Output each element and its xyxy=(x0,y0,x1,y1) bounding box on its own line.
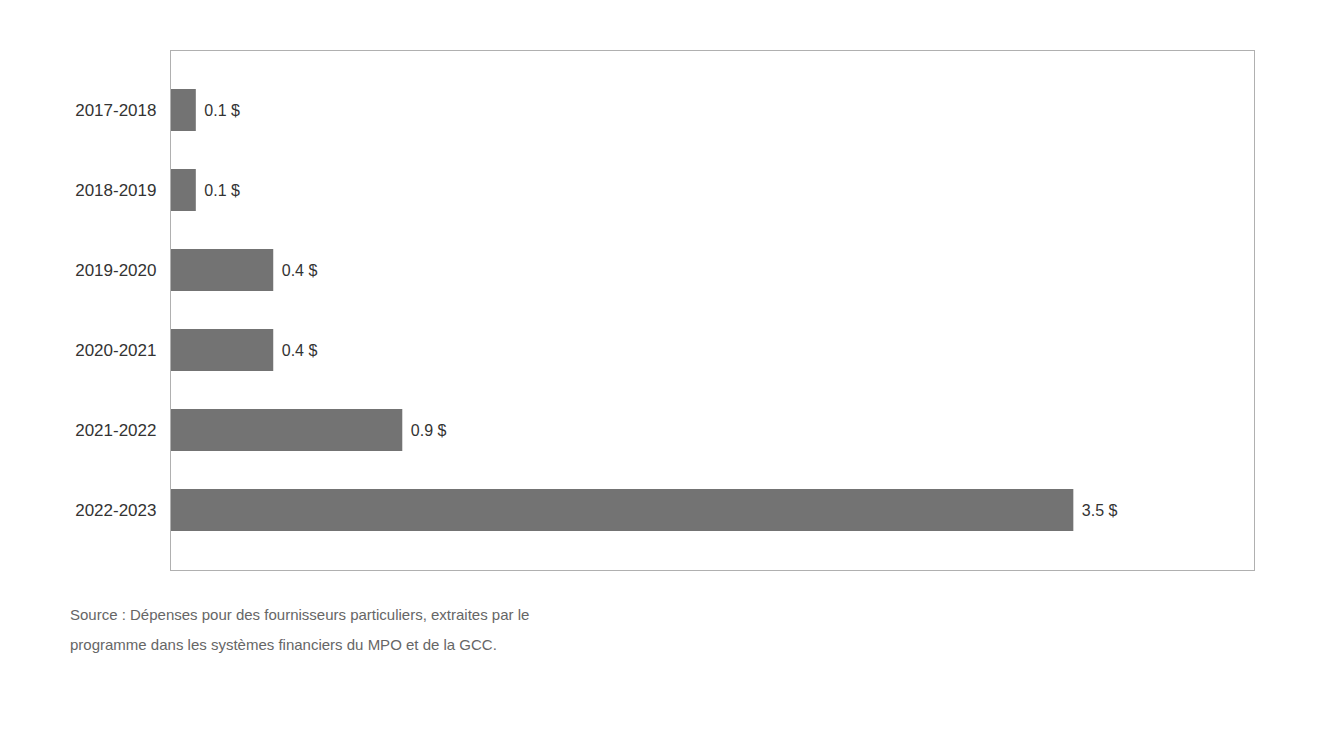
svg-text:3.5 $: 3.5 $ xyxy=(1082,502,1118,519)
svg-text:0.9 $: 0.9 $ xyxy=(411,422,447,439)
svg-text:2017-2018: 2017-2018 xyxy=(75,101,156,120)
svg-text:2020-2021: 2020-2021 xyxy=(75,341,156,360)
svg-text:2018-2019: 2018-2019 xyxy=(75,181,156,200)
html-text:programme dans les systèmes fi: programme dans les systèmes financiers d… xyxy=(70,636,497,653)
svg-text:0.4 $: 0.4 $ xyxy=(282,342,318,359)
svg-text:2019-2020: 2019-2020 xyxy=(75,261,156,280)
html-text:Source : Dépenses pour des fou: Source : Dépenses pour des fournisseurs … xyxy=(70,606,530,623)
svg-text:0.4 $: 0.4 $ xyxy=(282,262,318,279)
svg-text:0.1 $: 0.1 $ xyxy=(204,182,240,199)
svg-text:0.1 $: 0.1 $ xyxy=(204,102,240,119)
svg-text:2022-2023: 2022-2023 xyxy=(75,501,156,520)
svg-text:2021-2022: 2021-2022 xyxy=(75,421,156,440)
